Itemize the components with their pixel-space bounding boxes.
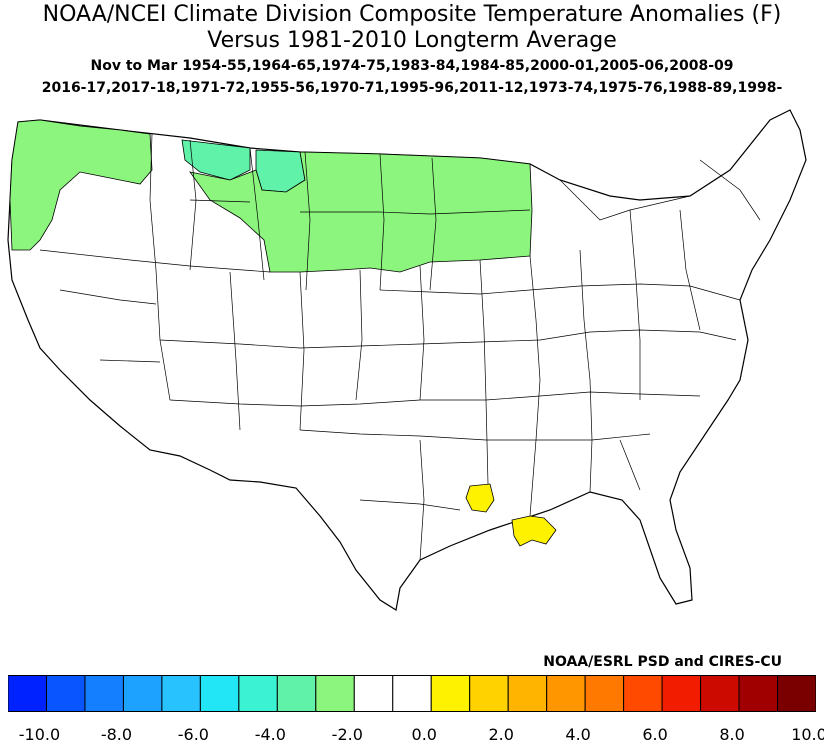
division-boundaries	[39, 133, 761, 561]
colorbar-swatch	[777, 675, 816, 712]
colorbar-tick-label: 2.0	[488, 725, 514, 744]
colorbar-tick-label: -8.0	[100, 725, 133, 744]
colorbar-swatch	[84, 675, 124, 712]
colorbar-tick-label: -4.0	[254, 725, 286, 744]
colorbar-swatch	[469, 675, 509, 712]
colorbar-tick-label: 10.0	[791, 725, 824, 744]
map-subtitle: Versus 1981-2010 Longterm Average	[207, 28, 617, 53]
colorbar	[8, 675, 816, 712]
us-climate-division-map	[7, 109, 807, 611]
colorbar-swatch	[700, 675, 740, 712]
colorbar-tick-label: 8.0	[719, 725, 745, 744]
colorbar-swatch	[276, 675, 317, 712]
colorbar-swatch	[546, 675, 586, 712]
colorbar-tick-label: -10.0	[18, 725, 61, 744]
colorbar-swatch	[199, 675, 240, 712]
composite-years-line-2: 2016-17,2017-18,1971-72,1955-56,1970-71,…	[41, 80, 783, 96]
colorbar-swatch	[738, 675, 779, 712]
colorbar-swatch	[661, 675, 702, 712]
colorbar-tick-label: -2.0	[331, 725, 363, 744]
colorbar-tick-label: 0.0	[411, 725, 437, 744]
region-north-louisiana	[465, 483, 495, 513]
colorbar-swatch	[353, 675, 394, 712]
colorbar-swatch	[238, 675, 278, 712]
composite-years-line-1: Nov to Mar 1954-55,1964-65,1974-75,1983-…	[90, 58, 734, 74]
colorbar-swatch	[315, 675, 355, 712]
colorbar-swatch	[623, 675, 663, 712]
colorbar-tick-label: 6.0	[642, 725, 668, 744]
colorbar-labels: -10.0 -8.0 -6.0 -4.0 -2.0 0.0 2.0 4.0 6.0 8.0 10.0	[0, 725, 824, 745]
colorbar-swatch	[584, 675, 625, 712]
colorbar-swatch	[507, 675, 548, 712]
colorbar-swatch	[8, 675, 47, 712]
colorbar-tick-label: -6.0	[177, 725, 209, 744]
colorbar-swatch	[45, 675, 86, 712]
colorbar-swatch	[392, 675, 432, 712]
region-pacific-northwest	[9, 119, 153, 251]
data-credit: NOAA/ESRL PSD and CIRES-CU	[543, 654, 782, 670]
colorbar-swatch	[122, 675, 163, 712]
map-title: NOAA/NCEI Climate Division Composite Tem…	[42, 2, 782, 27]
colorbar-tick-label: 4.0	[565, 725, 591, 744]
conus-outline	[7, 109, 807, 611]
region-southeast-louisiana	[511, 515, 557, 547]
colorbar-swatch	[430, 675, 471, 712]
colorbar-swatch	[161, 675, 201, 712]
